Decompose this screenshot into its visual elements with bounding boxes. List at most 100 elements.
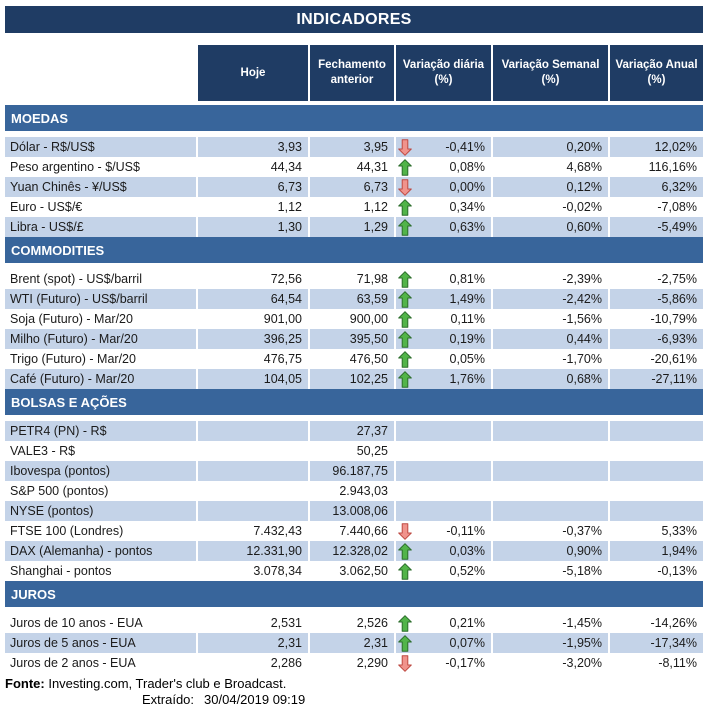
- cell-variacao-semanal: -2,39%: [562, 272, 602, 286]
- row-label: Libra - US$/£: [5, 217, 196, 237]
- cell-variacao-anual: 12,02%: [610, 137, 703, 157]
- cell-fechamento-anterior: 395,50: [310, 329, 394, 349]
- cell-variacao-anual: -20,61%: [650, 352, 697, 366]
- cell-fechamento-anterior: 12.328,02: [310, 541, 394, 561]
- cell-variacao-semanal: 0,60%: [493, 217, 608, 237]
- table-row: Peso argentino - $/US$ 44,34 44,31 0,08% 4,6…: [5, 157, 703, 177]
- cell-variacao-semanal: 0,12%: [493, 177, 608, 197]
- cell-variacao-semanal: [493, 461, 608, 481]
- trend-up-icon: [398, 158, 412, 176]
- variacao-diaria-value: 1,49%: [449, 292, 485, 306]
- variacao-diaria-value: 0,05%: [449, 352, 485, 366]
- column-header-hoje: Hoje: [198, 45, 308, 101]
- section-header-juros: JUROS: [5, 581, 703, 607]
- trend-up-icon: [398, 634, 412, 652]
- table-row: Juros de 2 anos - EUA 2,286 2,290 -0,17% -3,…: [5, 653, 703, 673]
- row-label: WTI (Futuro) - US$/barril: [5, 289, 196, 309]
- table-row: S&P 500 (pontos) 2.943,03: [5, 481, 703, 501]
- cell-fechamento-anterior: 7.440,66: [339, 524, 388, 538]
- trend-down-icon: [398, 654, 412, 672]
- cell-hoje: 1,30: [198, 217, 308, 237]
- cell-variacao-anual: 5,33%: [661, 524, 697, 538]
- row-label: Milho (Futuro) - Mar/20: [5, 329, 196, 349]
- cell-variacao-semanal: -1,56%: [562, 312, 602, 326]
- cell-fechamento-anterior: 2,31: [310, 633, 394, 653]
- cell-variacao-diaria: [396, 481, 491, 501]
- trend-down-icon: [398, 178, 412, 196]
- cell-variacao-anual: -0,13%: [657, 564, 697, 578]
- row-label: VALE3 - R$: [10, 444, 76, 458]
- cell-hoje: 3.078,34: [253, 564, 302, 578]
- cell-variacao-semanal: 0,44%: [493, 329, 608, 349]
- cell-variacao-diaria: 0,03%: [396, 541, 491, 561]
- row-label: Ibovespa (pontos): [5, 461, 196, 481]
- table-row: Juros de 5 anos - EUA 2,31 2,31 0,07% -1,95%…: [5, 633, 703, 653]
- row-label: Soja (Futuro) - Mar/20: [10, 312, 133, 326]
- table-row: FTSE 100 (Londres) 7.432,43 7.440,66 -0,11%…: [5, 521, 703, 541]
- cell-fechamento-anterior: 2,526: [356, 616, 388, 630]
- cell-variacao-anual: 6,32%: [610, 177, 703, 197]
- variacao-diaria-value: 1,76%: [449, 372, 485, 386]
- variacao-diaria-value: 0,19%: [449, 332, 485, 346]
- cell-variacao-diaria: 0,05%: [396, 349, 491, 369]
- cell-variacao-anual: -10,79%: [650, 312, 697, 326]
- section-header-bolsas-e-acoes: BOLSAS E AÇÕES: [5, 389, 703, 415]
- table-row: PETR4 (PN) - R$ 27,37: [5, 421, 703, 441]
- row-label: Shanghai - pontos: [10, 564, 112, 578]
- cell-fechamento-anterior: 900,00: [349, 312, 388, 326]
- cell-hoje: 2,531: [270, 616, 302, 630]
- variacao-diaria-value: 0,21%: [449, 616, 485, 630]
- cell-hoje: 72,56: [270, 272, 302, 286]
- row-label: Peso argentino - $/US$: [10, 160, 140, 174]
- cell-variacao-anual: [610, 481, 703, 501]
- cell-variacao-diaria: [396, 441, 491, 461]
- variacao-diaria-value: 0,00%: [449, 180, 485, 194]
- cell-hoje: 901,00: [263, 312, 302, 326]
- cell-fechamento-anterior: 6,73: [310, 177, 394, 197]
- variacao-diaria-value: -0,11%: [446, 524, 485, 538]
- cell-fechamento-anterior: 13.008,06: [310, 501, 394, 521]
- source-text: Investing.com, Trader's club e Broadcast…: [48, 676, 287, 691]
- cell-hoje: 7.432,43: [253, 524, 302, 538]
- cell-variacao-diaria: -0,17%: [396, 653, 491, 673]
- cell-variacao-semanal: [493, 481, 608, 501]
- cell-hoje: 104,05: [198, 369, 308, 389]
- cell-variacao-semanal: -5,18%: [562, 564, 602, 578]
- column-header-variacao-semanal: Variação Semanal (%): [493, 45, 608, 101]
- column-header-fechamento: Fechamento anterior: [310, 45, 394, 101]
- cell-variacao-semanal: -3,20%: [562, 656, 602, 670]
- cell-variacao-diaria: 0,11%: [396, 309, 491, 329]
- cell-hoje: 1,12: [277, 200, 302, 214]
- trend-down-icon: [398, 138, 412, 156]
- row-label: Juros de 5 anos - EUA: [5, 633, 196, 653]
- cell-variacao-anual: 116,16%: [648, 160, 697, 174]
- cell-variacao-semanal: -1,95%: [493, 633, 608, 653]
- footer: Fonte: Investing.com, Trader's club e Br…: [5, 676, 703, 707]
- row-label: Brent (spot) - US$/barril: [10, 272, 142, 286]
- variacao-diaria-value: 0,34%: [449, 200, 485, 214]
- cell-variacao-anual: [610, 461, 703, 481]
- cell-variacao-semanal: 0,68%: [493, 369, 608, 389]
- cell-variacao-diaria: 0,81%: [396, 269, 491, 289]
- row-label: DAX (Alemanha) - pontos: [5, 541, 196, 561]
- row-label: NYSE (pontos): [5, 501, 196, 521]
- header-spacer: [5, 45, 196, 101]
- cell-fechamento-anterior: 63,59: [310, 289, 394, 309]
- cell-variacao-anual: -2,75%: [657, 272, 697, 286]
- cell-fechamento-anterior: 476,50: [349, 352, 388, 366]
- table-body: MOEDAS Dólar - R$/US$ 3,93 3,95 -0,41% 0,20% 1…: [5, 105, 703, 673]
- cell-variacao-anual: -5,86%: [610, 289, 703, 309]
- variacao-diaria-value: 0,03%: [449, 544, 485, 558]
- cell-variacao-diaria: 0,34%: [396, 197, 491, 217]
- cell-variacao-anual: -6,93%: [610, 329, 703, 349]
- cell-variacao-anual: -27,11%: [610, 369, 703, 389]
- source-label: Fonte:: [5, 676, 45, 691]
- row-label: Juros de 10 anos - EUA: [10, 616, 143, 630]
- cell-variacao-diaria: 0,08%: [396, 157, 491, 177]
- table-row: Trigo (Futuro) - Mar/20 476,75 476,50 0,05%…: [5, 349, 703, 369]
- cell-variacao-semanal: -2,42%: [493, 289, 608, 309]
- table-row: Euro - US$/€ 1,12 1,12 0,34% -0,02% -7,08%: [5, 197, 703, 217]
- cell-hoje: 2,31: [198, 633, 308, 653]
- row-label: Euro - US$/€: [10, 200, 83, 214]
- cell-variacao-diaria: 0,00%: [396, 177, 491, 197]
